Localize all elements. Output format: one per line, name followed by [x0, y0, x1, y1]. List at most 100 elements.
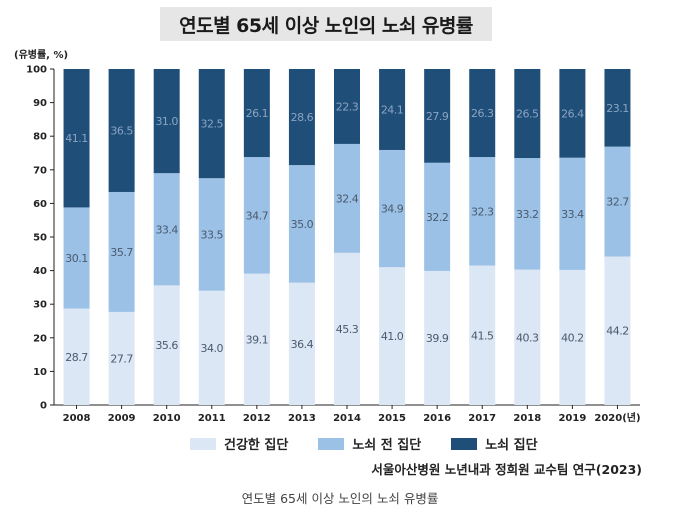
- bar-segment: [243, 273, 270, 405]
- bar-segment: [198, 69, 225, 179]
- chart-legend: 건강한 집단 노쇠 전 집단 노쇠 집단: [190, 434, 568, 453]
- legend-item-frail: 노쇠 집단: [451, 434, 538, 453]
- data-label: 31.0: [155, 115, 178, 128]
- bar-segment: [469, 265, 496, 405]
- bar-segment: [198, 178, 225, 291]
- data-label: 32.7: [606, 196, 629, 209]
- source-note: 서울아산병원 노년내과 정희원 교수팀 연구(2023): [371, 462, 642, 477]
- bar-segment: [63, 69, 90, 208]
- data-label: 26.1: [246, 107, 269, 120]
- legend-label-frail: 노쇠 집단: [485, 438, 538, 453]
- bar-segment: [334, 252, 360, 405]
- bar-segment: [288, 282, 315, 405]
- x-tick-label: 2016: [423, 413, 451, 424]
- x-tick-label: 2015: [378, 413, 406, 424]
- bar-segment: [514, 158, 541, 270]
- y-tick-label: 10: [33, 367, 47, 378]
- legend-swatch-prefrail: [318, 437, 345, 450]
- bar-segment: [379, 267, 406, 405]
- data-label: 32.2: [426, 211, 449, 224]
- x-tick-label: 2013: [288, 413, 316, 424]
- y-tick-label: 100: [26, 65, 47, 76]
- bar-segment: [424, 162, 451, 271]
- data-label: 23.1: [606, 102, 629, 115]
- bar-segment: [63, 308, 90, 405]
- data-label: 44.2: [606, 325, 629, 338]
- bar-segment: [559, 157, 586, 270]
- data-label: 41.5: [471, 329, 494, 342]
- y-tick-label: 80: [33, 132, 47, 143]
- data-label: 32.3: [471, 205, 494, 218]
- data-label: 34.7: [246, 209, 269, 222]
- data-label: 34.0: [201, 342, 224, 355]
- y-tick-label: 20: [33, 333, 47, 344]
- data-label: 28.7: [65, 351, 88, 364]
- data-label: 34.9: [381, 203, 404, 216]
- figure-caption: 연도별 65세 이상 노인의 노쇠 유병률: [241, 491, 439, 506]
- bar-segment: [153, 69, 180, 174]
- data-label: 32.5: [201, 118, 224, 131]
- x-tick-label: 2020(년): [594, 411, 640, 424]
- bar-segment: [153, 173, 180, 286]
- y-tick-label: 90: [33, 98, 47, 109]
- bar-segment: [288, 69, 315, 166]
- data-label: 30.1: [65, 252, 88, 265]
- bar-segment: [108, 69, 135, 192]
- data-label: 28.6: [291, 111, 314, 124]
- legend-item-healthy: 건강한 집단: [190, 434, 288, 453]
- y-tick-label: 70: [33, 165, 47, 176]
- data-label: 26.4: [561, 107, 584, 120]
- bar-segment: [288, 165, 315, 283]
- data-label: 39.1: [246, 333, 269, 346]
- y-tick-label: 40: [33, 266, 47, 277]
- bar-segment: [559, 69, 586, 158]
- bar-segment: [108, 191, 135, 312]
- data-label: 22.3: [336, 100, 359, 113]
- x-tick-label: 2019: [558, 413, 586, 424]
- data-label: 33.4: [155, 223, 178, 236]
- y-tick-label: 0: [40, 401, 47, 412]
- data-label: 33.2: [516, 208, 539, 221]
- data-label: 32.4: [336, 192, 359, 205]
- bar-segment: [63, 207, 90, 309]
- bar-segment: [469, 157, 496, 266]
- y-tick-label: 50: [33, 233, 47, 244]
- data-label: 33.4: [561, 208, 584, 221]
- data-label: 27.7: [110, 352, 133, 365]
- legend-item-prefrail: 노쇠 전 집단: [318, 434, 421, 453]
- x-tick-label: 2008: [63, 413, 91, 424]
- y-tick-label: 30: [33, 300, 47, 311]
- data-label: 26.5: [516, 108, 539, 121]
- x-tick-label: 2010: [153, 413, 181, 424]
- bar-segment: [424, 69, 451, 163]
- data-label: 45.3: [336, 323, 359, 336]
- bar-segment: [198, 290, 225, 405]
- chart-title-box: 연도별 65세 이상 노인의 노쇠 유병률: [160, 7, 492, 41]
- x-tick-label: 2009: [108, 413, 136, 424]
- stacked-bar-chart: (유병률, %) 0 10 20 30 40 50 60 70 80 90 100 28.7 30.1 41…: [14, 48, 641, 424]
- data-label: 36.5: [110, 124, 133, 137]
- bar-segment: [604, 256, 631, 405]
- data-label: 41.1: [65, 132, 88, 145]
- legend-label-healthy: 건강한 집단: [224, 438, 289, 453]
- data-label: 35.0: [291, 218, 314, 231]
- legend-swatch-healthy: [190, 437, 216, 450]
- data-label: 26.3: [471, 107, 494, 120]
- data-label: 33.5: [201, 228, 224, 241]
- bar-segment: [559, 269, 586, 405]
- bar-segment: [514, 269, 541, 405]
- legend-swatch-frail: [451, 437, 478, 450]
- bar-segment: [514, 69, 541, 159]
- bar-segment: [424, 270, 451, 405]
- bar-segment: [469, 69, 496, 158]
- bar-segment: [108, 311, 135, 405]
- chart-title: 연도별 65세 이상 노인의 노쇠 유병률: [179, 14, 473, 37]
- bar-segment: [334, 69, 360, 144]
- y-tick-label: 60: [33, 199, 47, 210]
- y-axis-label: (유병률, %): [14, 48, 68, 61]
- x-tick-label: 2017: [468, 413, 496, 424]
- bar-segment: [243, 69, 270, 158]
- data-label: 24.1: [381, 103, 404, 116]
- bar-segment: [379, 69, 406, 150]
- data-label: 39.9: [426, 332, 449, 345]
